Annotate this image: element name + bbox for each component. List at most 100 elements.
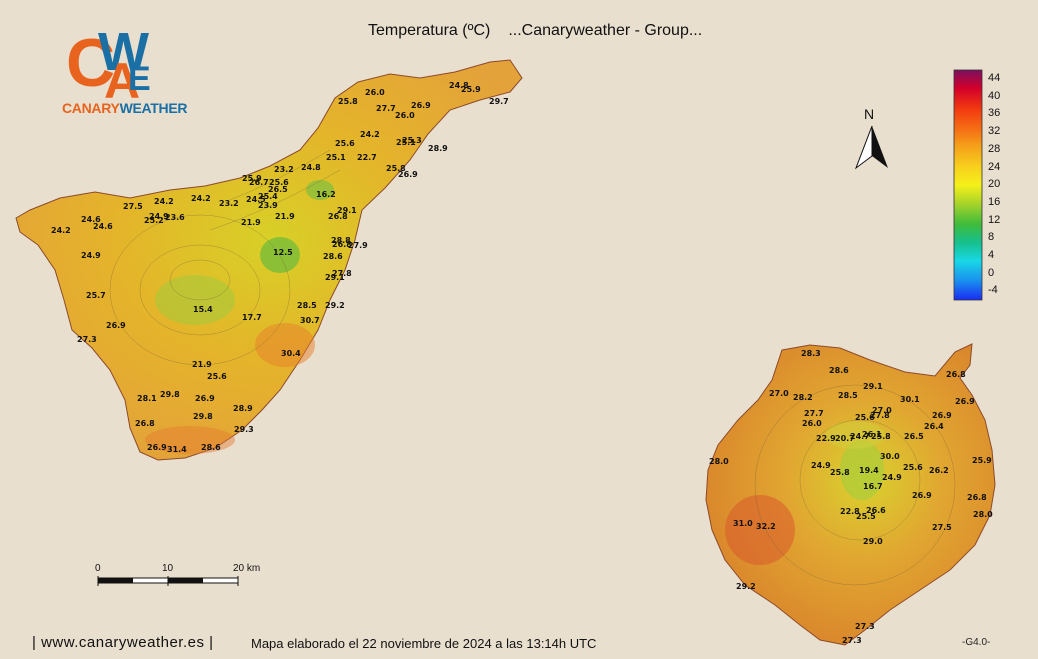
station-temperature: 26.9	[932, 411, 952, 420]
station-temperature: 25.4	[258, 192, 278, 201]
station-temperature: 24.2	[191, 194, 211, 203]
station-temperature: 27.5	[932, 523, 952, 532]
station-temperature: 27.3	[77, 335, 97, 344]
scale-label-0: 0	[95, 563, 101, 574]
station-temperature: 25.6	[335, 139, 355, 148]
station-temperature: 28.2	[793, 393, 813, 402]
station-temperature: 26.2	[929, 466, 949, 475]
station-temperature: 24.8	[449, 81, 469, 90]
temperature-legend-bar	[953, 69, 983, 301]
legend-label: 0	[988, 266, 995, 279]
station-temperature: 28.3	[801, 349, 821, 358]
station-temperature: 26.6	[866, 506, 886, 515]
station-temperature: 21.9	[241, 218, 261, 227]
station-temperature: 30.4	[281, 349, 301, 358]
station-temperature: 25.6	[269, 178, 289, 187]
gran-canaria-island	[705, 343, 996, 646]
station-temperature: 26.7	[249, 178, 269, 187]
station-temperature: 25.9	[972, 456, 992, 465]
station-temperature: 28.8	[331, 236, 351, 245]
station-temperature: 24.9	[81, 251, 101, 260]
legend-label: 36	[988, 107, 1001, 120]
station-temperature: 25.1	[396, 138, 416, 147]
station-temperature: 26.9	[398, 170, 418, 179]
station-temperature: 29.2	[325, 301, 345, 310]
station-temperature: 25.7	[86, 291, 106, 300]
title-group: ...Canaryweather - Group...	[508, 22, 703, 39]
station-temperature: 25.8	[386, 164, 406, 173]
legend-label: 24	[988, 160, 1001, 173]
station-temperature: 26.9	[147, 443, 167, 452]
station-temperature: 29.3	[234, 425, 254, 434]
station-temperature: 26.9	[912, 491, 932, 500]
scale-bar	[97, 576, 239, 586]
station-temperature: 16.7	[863, 482, 883, 491]
station-temperature: 28.9	[233, 404, 253, 413]
station-temperature: 28.6	[323, 252, 343, 261]
logo-canary: CANARY	[62, 100, 120, 116]
station-temperature: 26.0	[365, 88, 385, 97]
station-temperature: 28.0	[973, 510, 993, 519]
station-temperature: 27.3	[855, 622, 875, 631]
website-link[interactable]: | www.canaryweather.es |	[32, 634, 214, 651]
legend-label: 8	[988, 231, 995, 244]
legend-label: 28	[988, 142, 1001, 155]
station-temperature: 23.9	[258, 201, 278, 210]
station-temperature: 25.1	[326, 153, 346, 162]
station-temperature: 25.3	[402, 136, 422, 145]
station-temperature: 21.9	[275, 212, 295, 221]
station-temperature: 28.0	[709, 457, 729, 466]
station-temperature: 24.9	[811, 461, 831, 470]
station-temperature: 26.8	[967, 493, 987, 502]
station-temperature: 25.8	[338, 97, 358, 106]
station-temperature: 27.7	[804, 409, 824, 418]
legend-label: 44	[988, 72, 1001, 84]
station-temperature: 27.0	[872, 406, 892, 415]
station-temperature: 20.7	[835, 434, 855, 443]
station-temperature: 29.2	[736, 582, 756, 591]
station-temperature: 19.4	[859, 466, 879, 475]
map-timestamp: Mapa elaborado el 22 noviembre de 2024 a…	[251, 636, 597, 651]
station-readings: 24.825.926.029.725.827.7 26.926.024.225.3…	[51, 81, 993, 645]
station-temperature: 24.9	[149, 212, 169, 221]
station-temperature: 28.6	[829, 366, 849, 375]
station-temperature: 26.1	[862, 430, 882, 439]
station-temperature: 32.2	[756, 522, 776, 531]
legend-label: 20	[988, 178, 1001, 191]
station-temperature: 26.9	[411, 101, 431, 110]
station-temperature: 28.6	[201, 443, 221, 452]
station-temperature: 25.6	[855, 413, 875, 422]
version-label: -G4.0-	[962, 637, 991, 648]
station-temperature: 31.0	[733, 519, 753, 528]
svg-text:C: C	[66, 25, 115, 101]
station-temperature: 24.8	[301, 163, 321, 172]
station-temperature: 25.8	[830, 468, 850, 477]
station-temperature: 26.8	[332, 240, 352, 249]
station-temperature: 24.6	[81, 215, 101, 224]
station-temperature: 27.5	[123, 202, 143, 211]
svg-text:W: W	[98, 22, 149, 82]
legend-label: -4	[988, 284, 998, 297]
scale-label-10: 10	[162, 563, 174, 574]
station-temperature: 26.8	[328, 212, 348, 221]
station-temperature: 15.4	[193, 305, 213, 314]
station-temperature: 29.1	[337, 206, 357, 215]
station-temperature: 27.8	[332, 269, 352, 278]
station-temperature: 16.2	[316, 190, 336, 199]
station-temperature: 26.9	[955, 397, 975, 406]
station-temperature: 26.9	[195, 394, 215, 403]
station-temperature: 26.5	[268, 185, 288, 194]
legend-label: 12	[988, 213, 1001, 226]
station-temperature: 22.7	[357, 153, 377, 162]
station-temperature: 17.7	[242, 313, 262, 322]
station-temperature: 25.5	[856, 512, 876, 521]
legend-label: 4	[988, 249, 995, 261]
station-temperature: 29.1	[863, 382, 883, 391]
station-temperature: 26.5	[904, 432, 924, 441]
canaryweather-logo-graphic: C W A E	[66, 22, 151, 109]
station-temperature: 29.7	[489, 97, 509, 106]
station-temperature: 29.8	[160, 390, 180, 399]
station-temperature: 26.0	[395, 111, 415, 120]
station-temperature: 24.2	[360, 130, 380, 139]
